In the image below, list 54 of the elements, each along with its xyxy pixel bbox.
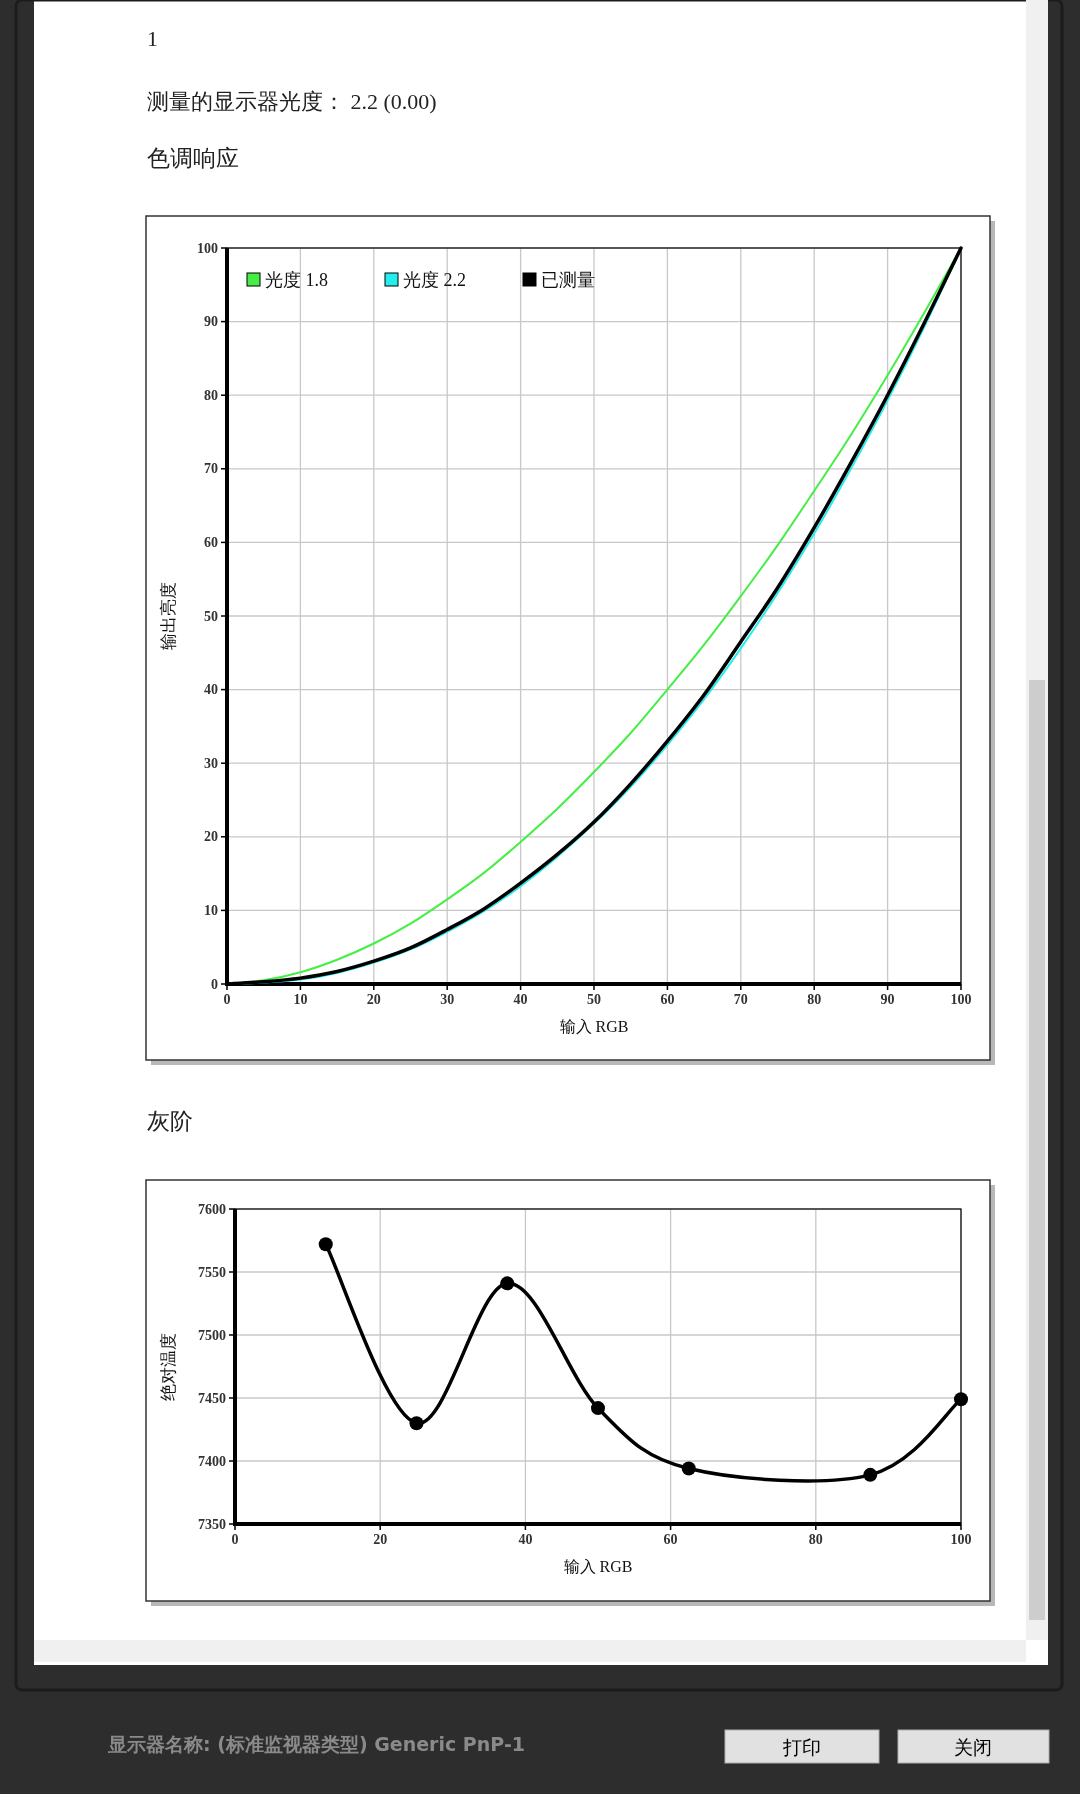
- text: 打印: [782, 1736, 821, 1758]
- y-tick-label: 100: [197, 240, 218, 256]
- x-tick-label: 100: [950, 1532, 972, 1547]
- y-tick-label: 0: [211, 976, 218, 992]
- y-tick-label: 7500: [198, 1327, 226, 1343]
- legend-label: 光度 2.2: [403, 270, 466, 290]
- y-tick-label: 70: [204, 461, 218, 477]
- point: [954, 1392, 968, 1407]
- text: 显示器名称: (标准监视器类型) Generic PnP-1: [107, 1733, 525, 1755]
- y-tick-label: 50: [204, 608, 218, 624]
- y-axis-title: 绝对温度: [158, 1332, 178, 1401]
- point: [863, 1467, 878, 1482]
- x-tick-label: 40: [518, 1532, 533, 1547]
- x-tick-label: 10: [293, 992, 308, 1007]
- y-tick-label: 20: [204, 829, 218, 845]
- x-tick-label: 80: [808, 1532, 823, 1547]
- legend-label: 光度 1.8: [265, 270, 328, 290]
- x-tick-label: 80: [807, 992, 822, 1007]
- x-tick-label: 40: [513, 992, 528, 1007]
- y-tick-label: 10: [204, 902, 218, 918]
- point: [591, 1401, 605, 1416]
- y-tick-label: 40: [204, 682, 218, 698]
- y-tick-label: 7550: [198, 1264, 226, 1280]
- x-tick-label: 60: [660, 992, 675, 1007]
- point: [500, 1276, 515, 1291]
- y-tick-label: 30: [204, 755, 218, 771]
- text: 关闭: [954, 1736, 992, 1758]
- text: 测量的显示器光度： 2.2 (0.00): [147, 88, 437, 114]
- x-tick-label: 90: [880, 992, 895, 1007]
- y-tick-label: 7450: [198, 1390, 226, 1406]
- point: [681, 1461, 696, 1476]
- x-axis-title: 输入 RGB: [563, 1558, 633, 1575]
- chart-title: 色调响应: [147, 146, 239, 171]
- y-tick-label: 7600: [198, 1201, 226, 1217]
- y-tick-label: 80: [204, 387, 218, 403]
- x-tick-label: 0: [231, 1532, 239, 1547]
- chart-title: 灰阶: [147, 1109, 193, 1134]
- legend-label: 已测量: [541, 270, 595, 290]
- x-tick-label: 20: [373, 1532, 388, 1547]
- x-tick-label: 50: [587, 992, 601, 1007]
- x-axis-title: 输入 RGB: [559, 1018, 629, 1035]
- y-tick-label: 7350: [198, 1516, 226, 1532]
- x-tick-label: 70: [733, 992, 748, 1007]
- y-tick-label: 60: [204, 534, 218, 550]
- y-tick-label: 7400: [198, 1453, 226, 1469]
- y-tick-label: 90: [204, 314, 218, 330]
- y-axis-title: 输出亮度: [158, 582, 178, 650]
- x-tick-label: 100: [950, 992, 972, 1007]
- x-tick-label: 60: [663, 1532, 678, 1547]
- text: 1: [147, 25, 158, 51]
- point: [318, 1237, 333, 1252]
- x-tick-label: 30: [440, 992, 455, 1007]
- point: [409, 1416, 424, 1431]
- x-tick-label: 20: [366, 992, 381, 1007]
